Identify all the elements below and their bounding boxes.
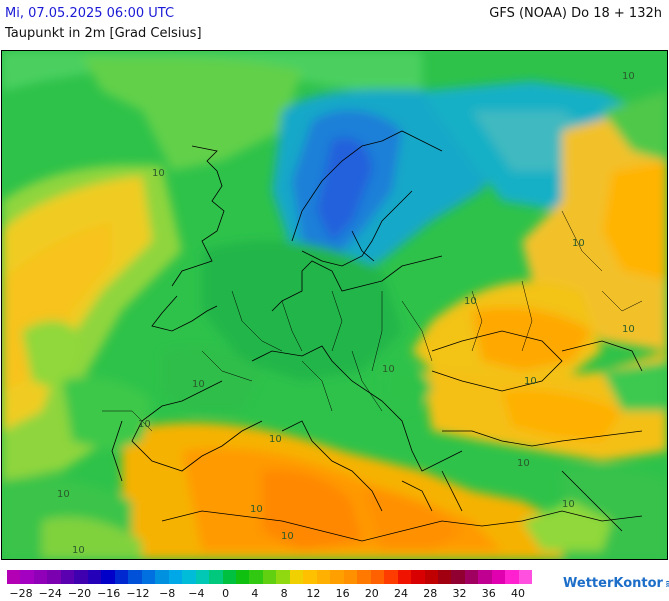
contour-label: 10	[269, 434, 282, 445]
legend-tick-label: −20	[67, 587, 92, 600]
contour-label: 10	[250, 504, 263, 515]
legend-swatch	[168, 570, 183, 584]
color-scale-ticks: −28 −24 −20 −16 −12 −8 −4 0 4 8 12 16 20 24 28 32 36 40	[7, 587, 532, 601]
legend-swatch	[451, 570, 465, 584]
contour-label: 10	[524, 376, 537, 387]
contour-label: 10	[152, 168, 165, 179]
legend-swatch	[141, 570, 156, 584]
legend-swatch	[101, 570, 115, 584]
legend-swatch	[155, 570, 169, 584]
legend-swatch	[330, 570, 344, 584]
legend-swatch	[195, 570, 210, 584]
legend-tick-label: −28	[9, 587, 33, 600]
contour-label: 10	[281, 531, 294, 542]
legend-swatch	[7, 570, 21, 584]
legend-tick-label: 8	[280, 587, 288, 600]
legend-tick-label: 32	[452, 587, 467, 600]
forecast-datetime: Mi, 07.05.2025 06:00 UTC	[5, 6, 175, 21]
legend-swatch	[384, 570, 398, 584]
legend-tick-label: 4	[251, 587, 259, 600]
legend-swatch	[222, 570, 236, 584]
legend-swatch	[316, 570, 331, 584]
legend-swatch	[478, 570, 492, 584]
legend-swatch	[397, 570, 412, 584]
contour-label: 10	[138, 419, 151, 430]
legend-swatch	[289, 570, 304, 584]
contour-label: 10	[622, 71, 635, 82]
contour-label: 10	[517, 458, 530, 469]
wave-icon: ≋	[665, 579, 669, 590]
legend-swatch	[505, 570, 519, 584]
legend-tick-label: 16	[335, 587, 350, 600]
legend-tick-label: −16	[97, 587, 121, 600]
legend-swatch	[209, 570, 223, 584]
brand-logo: WetterKontor≋	[563, 576, 669, 591]
legend-swatch	[128, 570, 142, 584]
variable-title: Taupunkt in 2m [Grad Celsius]	[5, 26, 202, 41]
legend-swatch	[303, 570, 317, 584]
legend-swatch	[357, 570, 371, 584]
legend-swatch	[249, 570, 263, 584]
legend-swatch	[33, 570, 48, 584]
legend-tick-label: −24	[38, 587, 62, 600]
contour-label: 10	[572, 238, 585, 249]
legend-swatch	[276, 570, 290, 584]
legend-swatch	[74, 570, 88, 584]
legend-swatch	[491, 570, 506, 584]
legend-swatch	[464, 570, 479, 584]
legend-tick-label: 20	[364, 587, 379, 600]
model-run-label: GFS (NOAA) Do 18 + 132h	[489, 6, 662, 21]
contour-labels: 10 10 10 10 10 10 10 10 10 10 10 10 10 1…	[57, 71, 635, 556]
legend-tick-label: 28	[423, 587, 438, 600]
legend-swatch	[343, 570, 358, 584]
country-borders	[102, 210, 643, 432]
legend-swatch	[87, 570, 102, 584]
legend-tick-label: −12	[126, 587, 150, 600]
legend-swatch	[235, 570, 250, 584]
coastlines	[111, 130, 643, 542]
legend-tick-label: 0	[222, 587, 230, 600]
legend-tick-label: 36	[481, 587, 496, 600]
legend-swatch	[182, 570, 196, 584]
legend-swatch	[20, 570, 34, 584]
map-svg: 10 10 10 10 10 10 10 10 10 10 10 10 10 1…	[2, 51, 667, 559]
legend-swatch	[60, 570, 75, 584]
legend-tick-label: −4	[188, 587, 205, 600]
legend-swatch	[424, 570, 438, 584]
contour-label: 10	[57, 489, 70, 500]
color-scale-legend	[7, 570, 533, 584]
contour-label: 10	[464, 296, 477, 307]
legend-swatch	[114, 570, 129, 584]
legend-tick-label: 24	[394, 587, 409, 600]
brand-name: WetterKontor	[563, 576, 663, 591]
legend-tick-label: 12	[306, 587, 321, 600]
legend-swatch	[438, 570, 452, 584]
legend-swatch	[262, 570, 277, 584]
contour-label: 10	[72, 545, 85, 556]
legend-swatch	[518, 570, 533, 584]
contour-label: 10	[382, 364, 395, 375]
legend-tick-label: 40	[511, 587, 525, 600]
dewpoint-map: 10 10 10 10 10 10 10 10 10 10 10 10 10 1…	[1, 50, 668, 560]
legend-swatch	[411, 570, 425, 584]
contour-label: 10	[562, 499, 575, 510]
legend-tick-label: −8	[159, 587, 176, 600]
contour-label: 10	[622, 324, 635, 335]
legend-swatch	[47, 570, 61, 584]
legend-swatch	[370, 570, 385, 584]
contour-label: 10	[192, 379, 205, 390]
